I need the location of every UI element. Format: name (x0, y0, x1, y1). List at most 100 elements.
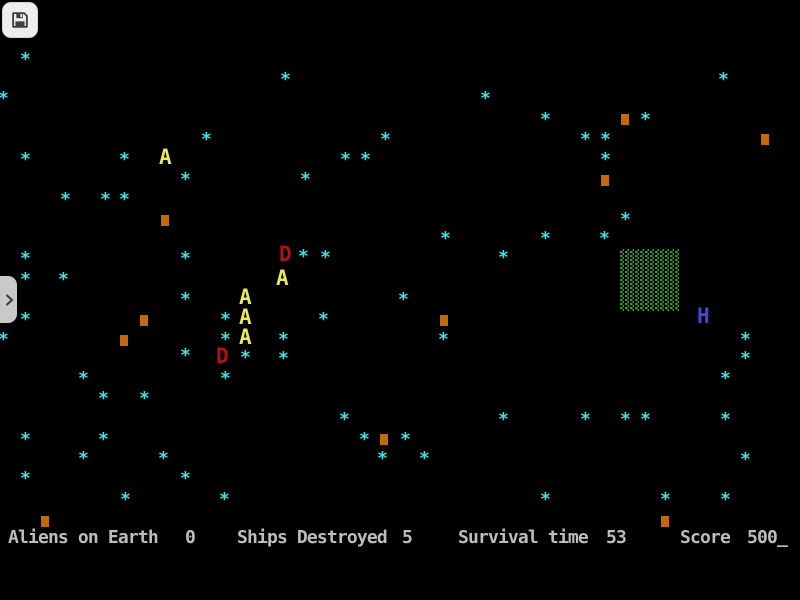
star: * (340, 149, 351, 170)
barrier-block (620, 249, 680, 311)
status-bar: Aliens on Earth 0 Ships Destroyed 5 Survival… (0, 525, 800, 551)
status-value: 5 (402, 527, 413, 548)
debris-block (120, 335, 128, 346)
chevron-right-icon (3, 293, 15, 307)
alien-A: A (239, 325, 252, 349)
alien-A: A (239, 305, 252, 329)
star: * (20, 269, 31, 290)
star: * (158, 448, 169, 469)
star: * (0, 331, 9, 349)
star: * (580, 129, 591, 150)
status-value: 500_ (747, 527, 788, 548)
status-value: 53 (606, 527, 627, 548)
star: * (640, 409, 651, 430)
debris-block (621, 114, 629, 125)
star: * (339, 409, 350, 430)
status-label: Ships Destroyed (237, 527, 388, 548)
star: * (540, 228, 551, 249)
star: * (20, 248, 31, 269)
star: * (220, 368, 231, 389)
star: * (377, 448, 388, 469)
star: * (740, 449, 751, 470)
star: * (180, 468, 191, 489)
star: * (298, 246, 309, 267)
star: * (440, 228, 451, 249)
star: * (219, 489, 230, 510)
status-label: Aliens on Earth (8, 527, 159, 548)
star: * (278, 329, 289, 350)
star: * (20, 309, 31, 330)
star: * (540, 489, 551, 510)
star: * (480, 88, 491, 109)
star: * (20, 429, 31, 450)
star: * (98, 429, 109, 450)
star: * (119, 149, 130, 170)
star: * (498, 409, 509, 430)
save-button[interactable] (2, 2, 38, 38)
star: * (139, 388, 150, 409)
star: * (620, 209, 631, 230)
alien-A: A (159, 145, 172, 169)
star: * (498, 247, 509, 268)
star: * (660, 489, 671, 510)
star: * (100, 189, 111, 210)
star: * (180, 248, 191, 269)
star: * (78, 448, 89, 469)
star: * (620, 409, 631, 430)
star: * (180, 289, 191, 310)
star: * (20, 49, 31, 70)
debris-block (601, 175, 609, 186)
status-label: Survival time (458, 527, 589, 548)
star: * (398, 289, 409, 310)
star: * (599, 228, 610, 249)
debris-block (440, 315, 448, 326)
star: * (0, 90, 9, 108)
star: * (740, 348, 751, 369)
debris-block (761, 134, 769, 145)
star: * (180, 345, 191, 366)
alien-A: A (239, 285, 252, 309)
star: * (280, 69, 291, 90)
star: * (98, 388, 109, 409)
star: * (119, 189, 130, 210)
star: * (400, 429, 411, 450)
star: * (580, 409, 591, 430)
star: * (720, 368, 731, 389)
debris-block (41, 516, 49, 527)
star: * (240, 347, 251, 368)
sidebar-expand-tab[interactable] (0, 276, 17, 323)
star: * (720, 489, 731, 510)
star: * (438, 329, 449, 350)
star: * (60, 189, 71, 210)
star: * (320, 247, 331, 268)
star: * (300, 169, 311, 190)
star: * (220, 309, 231, 330)
destroyer-D: D (216, 344, 229, 368)
star: * (20, 149, 31, 170)
star: * (78, 368, 89, 389)
star: * (600, 149, 611, 170)
debris-block (140, 315, 148, 326)
save-icon (9, 9, 31, 31)
star: * (20, 468, 31, 489)
debris-block (161, 215, 169, 226)
debris-block (380, 434, 388, 445)
star: * (718, 69, 729, 90)
status-label: Score (680, 527, 731, 548)
star: * (180, 169, 191, 190)
destroyer-D: D (279, 242, 292, 266)
alien-A: A (276, 266, 289, 290)
star: * (740, 329, 751, 350)
star: * (58, 269, 69, 290)
star: * (419, 448, 430, 469)
star: * (201, 129, 212, 150)
star: * (600, 129, 611, 150)
star: * (380, 129, 391, 150)
star: * (720, 409, 731, 430)
star: * (540, 109, 551, 130)
human-H: H (697, 304, 710, 328)
star: * (640, 109, 651, 130)
status-value: 0 (185, 527, 196, 548)
star: * (120, 489, 131, 510)
